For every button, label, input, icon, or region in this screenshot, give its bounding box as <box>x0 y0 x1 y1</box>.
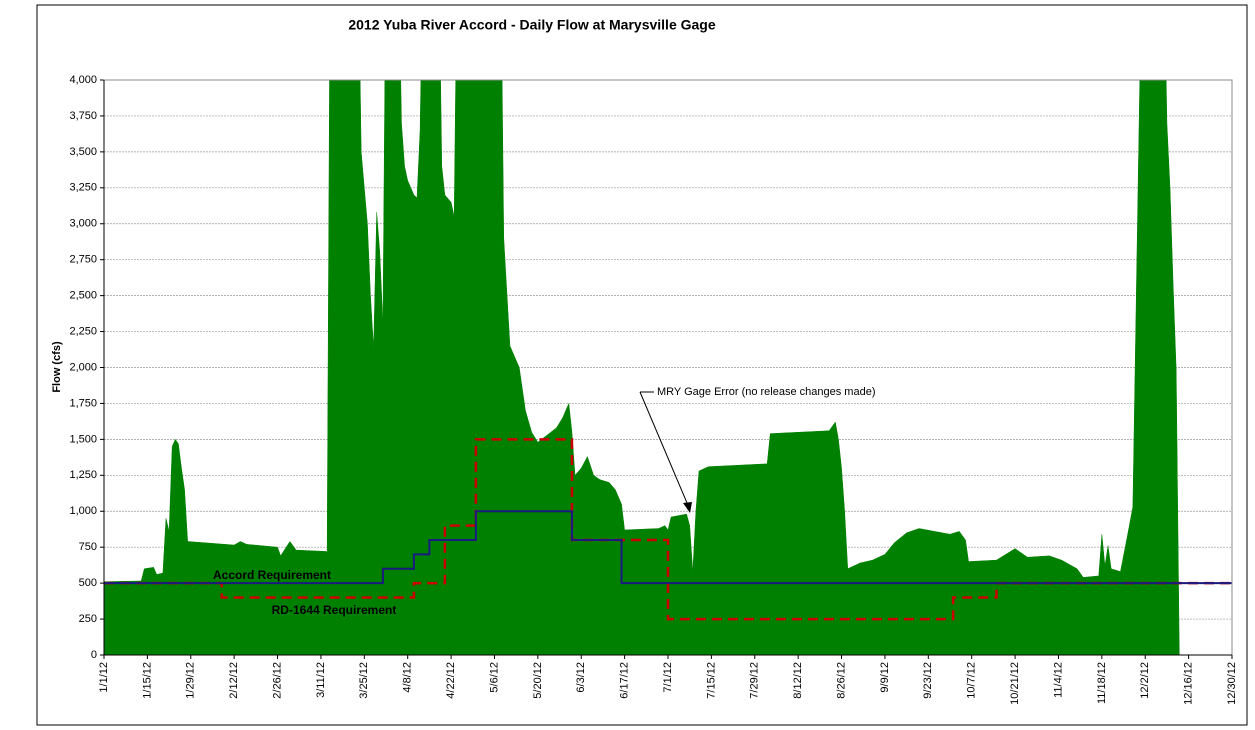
x-tick-label: 4/22/12 <box>445 662 457 699</box>
x-tick-label: 6/17/12 <box>619 662 631 699</box>
flow-area <box>104 80 1180 655</box>
series-label: RD-1644 Requirement <box>272 603 397 617</box>
x-tick-label: 10/7/12 <box>966 662 978 699</box>
y-tick-label: 3,250 <box>69 182 97 194</box>
x-tick-label: 3/11/12 <box>315 662 327 698</box>
requirement-line <box>104 438 1232 621</box>
x-tick-label: 1/15/12 <box>141 662 153 699</box>
x-tick-label: 5/6/12 <box>488 662 500 693</box>
y-tick-label: 3,500 <box>69 146 97 158</box>
y-tick-label: 3,750 <box>69 110 97 122</box>
annotation-arrow <box>639 391 691 511</box>
y-tick-label: 500 <box>79 577 97 589</box>
y-tick-label: 2,500 <box>69 290 97 302</box>
y-tick-label: 250 <box>79 613 97 625</box>
x-tick-label: 7/29/12 <box>749 662 761 699</box>
x-tick-label: 11/4/12 <box>1052 662 1064 698</box>
arrow-head <box>683 502 692 513</box>
x-tick-label: 7/15/12 <box>705 662 717 699</box>
x-tick-label: 9/23/12 <box>922 662 934 699</box>
x-tick-label: 1/1/12 <box>98 662 110 693</box>
x-tick-label: 2/12/12 <box>228 662 240 699</box>
y-tick-label: 1,750 <box>69 397 97 409</box>
x-tick-label: 12/30/12 <box>1226 662 1238 705</box>
x-tick-label: 2/26/12 <box>271 662 283 699</box>
y-tick-label: 2,000 <box>69 361 97 373</box>
y-tick-label: 1,250 <box>69 469 97 481</box>
x-tick-label: 7/1/12 <box>662 662 674 693</box>
x-tick-label: 11/18/12 <box>1096 662 1108 704</box>
x-tick-label: 12/16/12 <box>1183 662 1195 705</box>
y-tick-label: 0 <box>91 649 97 661</box>
x-tick-label: 8/26/12 <box>835 662 847 699</box>
x-tick-label: 1/29/12 <box>185 662 197 699</box>
series-label: Accord Requirement <box>213 568 331 582</box>
x-tick-label: 12/2/12 <box>1139 662 1151 699</box>
x-tick-label: 5/20/12 <box>532 662 544 699</box>
x-tick-label: 9/9/12 <box>879 662 891 693</box>
y-axis-label: Flow (cfs) <box>51 341 63 393</box>
requirement-line <box>104 510 1232 585</box>
annotation: MRY Gage Error (no release changes made) <box>657 386 875 398</box>
x-tick-label: 6/3/12 <box>575 662 587 693</box>
y-tick-label: 750 <box>79 541 97 553</box>
chart-title: 2012 Yuba River Accord - Daily Flow at M… <box>348 17 715 33</box>
y-tick-label: 4,000 <box>69 74 97 86</box>
y-tick-label: 1,000 <box>69 505 97 517</box>
y-tick-label: 3,000 <box>69 218 97 230</box>
x-tick-label: 10/21/12 <box>1009 662 1021 705</box>
x-tick-label: 3/25/12 <box>358 662 370 699</box>
plot-area <box>104 80 1232 655</box>
x-tick-label: 4/8/12 <box>402 662 414 693</box>
y-tick-label: 2,250 <box>69 325 97 337</box>
y-tick-label: 1,500 <box>69 433 97 445</box>
x-tick-label: 8/12/12 <box>792 662 804 699</box>
y-tick-label: 2,750 <box>69 254 97 266</box>
